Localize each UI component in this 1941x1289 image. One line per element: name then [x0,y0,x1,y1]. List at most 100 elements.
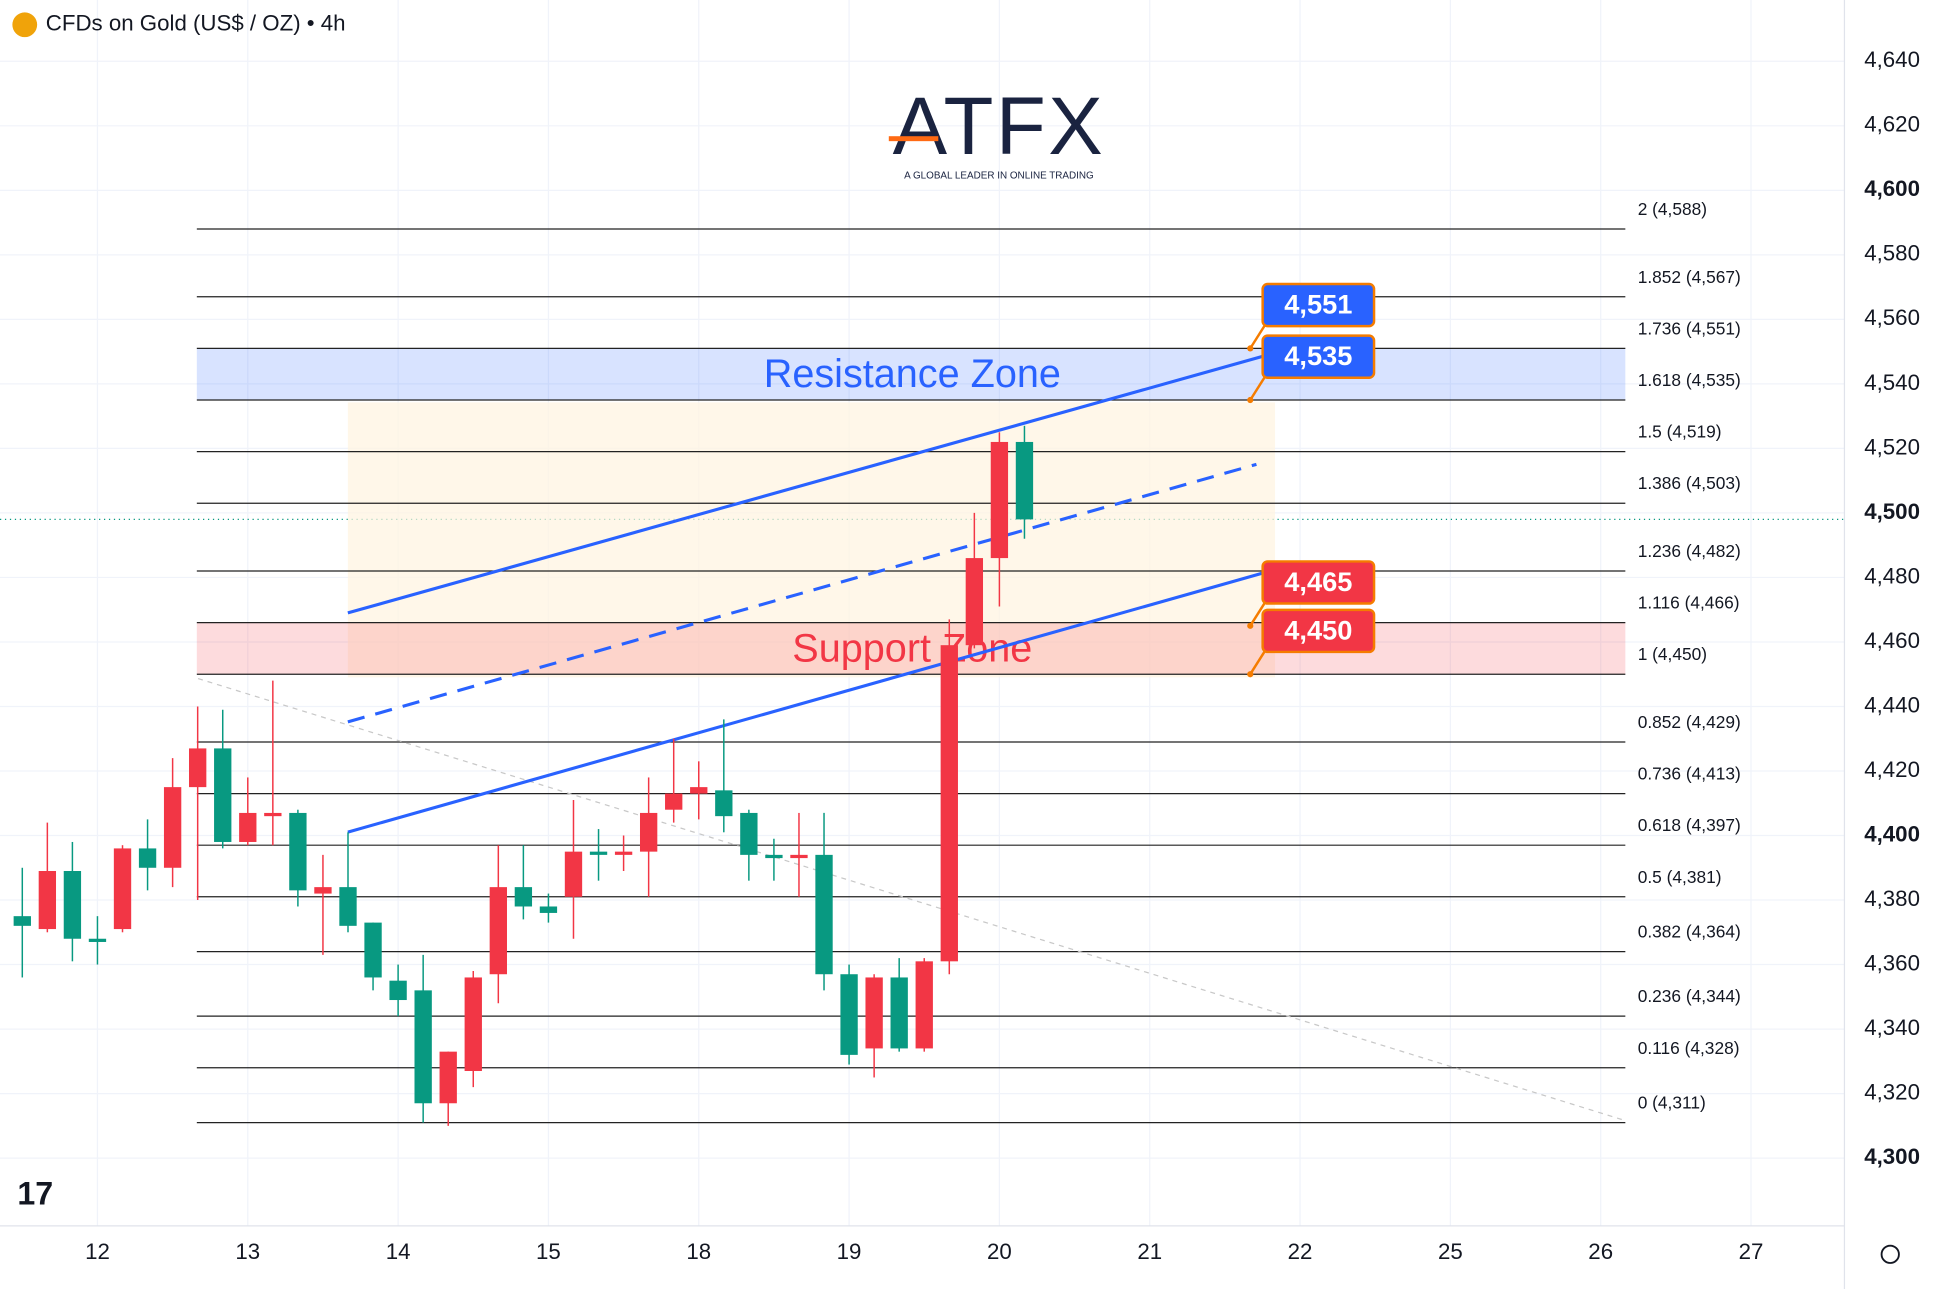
fib-label: 1.386 (4,503) [1638,473,1741,493]
candle-body [464,977,482,1072]
candle-body [414,990,432,1104]
candle-body [940,645,958,962]
candle-body [13,916,31,926]
channel-upper [347,351,1276,615]
candle-body [339,887,357,926]
x-tick-label: 25 [1438,1239,1463,1264]
channel-lower [347,568,1276,834]
tag-box [1261,608,1376,654]
tag-label: 4,450 [1284,614,1352,645]
y-tick-label: 4,560 [1864,305,1920,330]
fib-label: 0.736 (4,413) [1638,764,1741,784]
y-tick-label: 4,520 [1864,434,1920,459]
trend-line [197,677,1626,1122]
candle-body [514,887,533,907]
chart-title: CFDs on Gold (US$ / OZ) • 4h [46,11,346,36]
position-area [347,402,1276,678]
x-tick-label: 18 [686,1239,711,1264]
y-tick-label: 4,620 [1864,112,1920,137]
tag-label: 4,551 [1284,288,1352,319]
x-tick-label: 13 [235,1239,260,1264]
tag-box [1261,560,1376,605]
candle-body [740,812,758,855]
fib-label: 0.852 (4,429) [1638,712,1741,732]
candle-body [88,938,107,942]
x-tick-label: 26 [1588,1239,1613,1264]
tag-leader [1249,375,1267,401]
fib-label: 0.382 (4,364) [1638,922,1741,942]
channel-mid [347,462,1257,724]
fib-label: 1.236 (4,482) [1638,541,1741,561]
y-tick-label: 4,340 [1864,1015,1920,1040]
y-tick-label: 4,580 [1864,241,1920,266]
candle-body [489,887,507,975]
y-tick-label: 4,440 [1864,692,1920,717]
x-tick-label: 21 [1137,1239,1162,1264]
fib-label: 0 (4,311) [1638,1093,1706,1113]
y-tick-label: 4,500 [1864,499,1920,524]
candle-body [289,812,307,891]
tag-box [1261,334,1376,379]
tag-leader [1249,650,1267,675]
y-tick-label: 4,540 [1864,370,1920,395]
candle-body [264,812,282,817]
fib-label: 1.736 (4,551) [1638,318,1741,338]
fib-label: 0.116 (4,328) [1638,1038,1740,1058]
fib-label: 0.236 (4,344) [1638,986,1741,1006]
candle-body [639,812,658,852]
zone-label: Resistance Zone [764,352,1061,396]
candle-body [915,961,933,1049]
candle-body [138,848,157,868]
x-tick-label: 22 [1288,1239,1313,1264]
fib-label: 0.618 (4,397) [1638,815,1741,835]
tag-leader [1249,324,1267,350]
logo-text: ATFX [893,81,1106,172]
tag-label: 4,535 [1284,340,1352,371]
settings-icon[interactable] [1880,1244,1900,1264]
candle-body [840,974,858,1055]
candle-body [690,787,708,794]
y-tick-label: 4,400 [1864,821,1920,846]
fib-label: 0.5 (4,381) [1638,867,1722,887]
tag-box [1261,282,1376,328]
candle-body [965,558,984,646]
symbol-icon [12,12,38,38]
candle-body [564,851,583,897]
candle-body [214,748,232,842]
fib-label: 1 (4,450) [1638,644,1707,664]
tag-anchor [1247,671,1254,678]
fib-label: 1.5 (4,519) [1638,422,1722,442]
candle-body [890,977,908,1049]
candle-body [314,887,332,894]
candle-body [790,854,808,859]
y-tick-label: 4,480 [1864,563,1920,588]
y-tick-label: 4,420 [1864,757,1920,782]
candle-body [38,870,57,930]
candle-body [665,793,683,810]
tag-leader [1249,601,1267,627]
fib-label: 1.116 (4,466) [1638,593,1740,613]
axes: 4,300 4,320 4,340 4,360 4,380 4,400 4,420 4,440… [85,47,1920,1264]
zone [196,622,1626,675]
candle-body [815,854,833,975]
y-tick-label: 4,320 [1864,1079,1920,1104]
candles [13,425,1034,1126]
tv-logo: 17 [17,1176,53,1212]
tag-anchor [1247,622,1254,629]
x-tick-label: 14 [386,1239,411,1264]
candle-body [63,870,82,939]
x-tick-label: 27 [1739,1239,1764,1264]
fib-label: 1.618 (4,535) [1638,370,1741,390]
candle-body [163,787,182,868]
candle-body [990,441,1009,559]
x-tick-label: 12 [85,1239,110,1264]
fib-levels: 2 (4,588) 1.852 (4,567) 1.736 (4,551) 1.618… [196,199,1741,1124]
candle-body [765,854,783,859]
tag-anchor [1247,345,1254,352]
candle-body [189,748,207,788]
x-tick-label: 19 [837,1239,862,1264]
y-tick-label: 4,360 [1864,950,1920,975]
